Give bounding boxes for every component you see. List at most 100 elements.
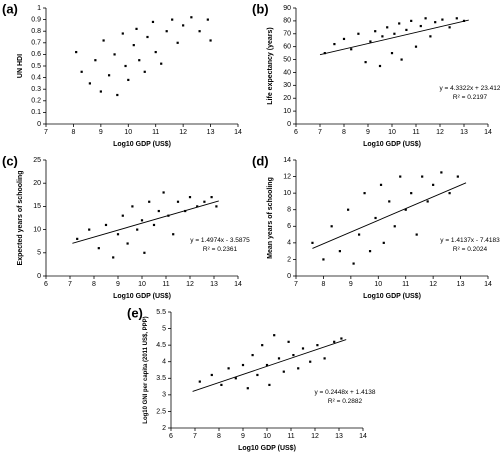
y-tick-label: 5 xyxy=(37,250,41,257)
point xyxy=(140,219,144,222)
point xyxy=(415,233,418,236)
point xyxy=(154,50,157,54)
point xyxy=(333,340,336,343)
x-tick-label: 11 xyxy=(402,281,409,288)
point xyxy=(171,18,174,21)
y-tick-label: 20 xyxy=(283,95,291,102)
point xyxy=(410,19,413,22)
y-tick-label: 8 xyxy=(287,207,291,214)
point xyxy=(405,28,408,32)
point xyxy=(455,17,458,20)
y-axis-label: Mean years of schooling xyxy=(267,177,274,259)
point xyxy=(203,200,206,203)
x-tick-label: 9 xyxy=(349,281,353,288)
x-axis-label: Log10 GDP (US$) xyxy=(113,293,171,300)
panel-label: (e) xyxy=(127,305,143,320)
point xyxy=(138,59,141,62)
point xyxy=(350,48,353,51)
point xyxy=(88,228,91,231)
trendline xyxy=(319,19,469,56)
point xyxy=(160,62,163,65)
y-tick-label: 15 xyxy=(33,203,41,210)
x-tick-label: 11 xyxy=(287,433,294,440)
point xyxy=(97,247,100,250)
point xyxy=(322,258,325,261)
point xyxy=(148,200,151,203)
point xyxy=(121,32,124,35)
x-axis-label: Log10 GDP (US$) xyxy=(363,293,421,300)
point xyxy=(434,21,437,24)
point xyxy=(126,242,129,245)
point xyxy=(323,52,326,55)
x-tick-label: 12 xyxy=(311,433,319,440)
point xyxy=(112,256,115,259)
y-tick-label: 0.8 xyxy=(31,28,41,35)
point xyxy=(198,380,201,383)
x-tick-label: 14 xyxy=(484,281,492,288)
panel-label: (b) xyxy=(252,1,269,16)
point xyxy=(382,241,385,244)
point xyxy=(116,233,120,236)
x-tick-label: 14 xyxy=(484,129,492,136)
point xyxy=(388,200,391,203)
y-tick-label: 70 xyxy=(283,31,291,38)
panel-label: (d) xyxy=(252,153,269,168)
point xyxy=(448,192,451,195)
equation: y = 4.3322x + 23.412 xyxy=(439,85,500,92)
point xyxy=(287,340,290,343)
point xyxy=(309,360,312,363)
panel: (d) 0 2 4 6 8 10 12 14 7 8 9 10 11 12 13 14 Log10 GDP (US… xyxy=(252,153,500,300)
point xyxy=(124,64,127,68)
point xyxy=(172,233,175,236)
x-tick-label: 7 xyxy=(44,129,48,136)
x-tick-label: 7 xyxy=(318,129,322,136)
y-tick-label: 0.9 xyxy=(31,16,41,23)
y-tick-label: 1 xyxy=(37,5,41,12)
point xyxy=(400,58,403,61)
point xyxy=(440,171,443,174)
y-tick-label: 10 xyxy=(283,108,291,115)
point xyxy=(421,175,424,178)
point xyxy=(151,20,155,24)
x-tick-label: 8 xyxy=(92,281,96,288)
point xyxy=(352,262,355,265)
point xyxy=(441,18,444,21)
point xyxy=(414,45,418,48)
x-tick-label: 12 xyxy=(436,129,444,136)
x-tick-label: 9 xyxy=(116,281,120,288)
point xyxy=(429,35,432,38)
point xyxy=(316,344,319,347)
y-tick-label: 80 xyxy=(283,18,291,25)
point xyxy=(256,373,259,377)
y-tick-label: 20 xyxy=(33,180,41,187)
x-tick-label: 11 xyxy=(412,129,419,136)
equation: R² = 0.2882 xyxy=(328,398,363,405)
point xyxy=(432,183,435,186)
x-tick-label: 12 xyxy=(186,281,194,288)
point xyxy=(374,30,377,33)
y-tick-label: 0 xyxy=(37,121,41,128)
y-tick-label: 10 xyxy=(283,190,291,197)
y-tick-label: 12 xyxy=(283,173,291,180)
point xyxy=(268,383,271,387)
panel: (e) 2 2.5 3 3.5 4 4.5 5 5.5 6 7 8 9 10 11 12 13 14 Log10 G… xyxy=(127,305,376,452)
point xyxy=(76,237,79,240)
point xyxy=(152,223,156,227)
x-axis-label: Log10 GDP (US$) xyxy=(238,445,296,452)
y-tick-label: 0.3 xyxy=(31,86,41,93)
point xyxy=(182,24,185,27)
point xyxy=(363,192,366,195)
y-tick-label: 0.5 xyxy=(31,63,41,70)
point xyxy=(215,205,218,208)
x-tick-label: 10 xyxy=(138,281,146,288)
x-tick-label: 6 xyxy=(294,129,298,136)
point xyxy=(94,59,97,62)
point xyxy=(135,27,138,30)
y-axis-label: Expected years of schooling xyxy=(17,171,24,266)
panel-label: (c) xyxy=(2,153,18,168)
point xyxy=(241,363,245,367)
point xyxy=(330,225,333,228)
point xyxy=(379,183,383,186)
point xyxy=(198,30,201,33)
